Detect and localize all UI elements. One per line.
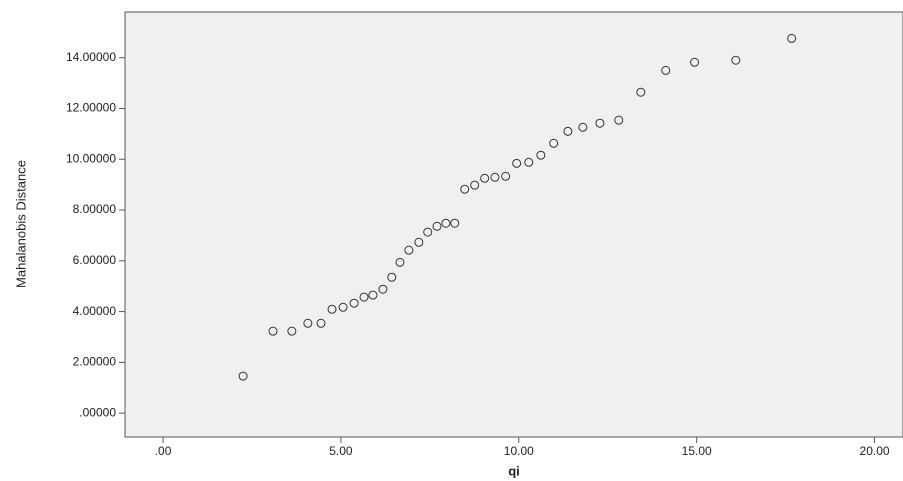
y-tick-label: 12.00000 [66,101,116,115]
x-axis-label: qi [508,463,520,478]
y-tick-label: 4.00000 [73,304,117,318]
y-tick-label: 2.00000 [73,355,117,369]
x-tick-label: 15.00 [682,444,712,458]
plot-area [125,12,903,437]
x-tick-label: 5.00 [329,444,353,458]
y-tick-label: 10.00000 [66,151,116,165]
y-tick-label: 14.00000 [66,50,116,64]
x-tick-label: 20.00 [860,444,890,458]
x-tick-label: 10.00 [504,444,534,458]
y-tick-label: 6.00000 [73,253,117,267]
y-tick-label: .00000 [79,405,116,419]
page: qi Mahalanobis Distance .00000 2.00000 4.0… [0,0,903,481]
chart: qi Mahalanobis Distance .00000 2.00000 4.0… [0,0,903,481]
x-tick-label: .00 [155,444,172,458]
y-tick-label: 8.00000 [73,202,117,216]
y-axis-label: Mahalanobis Distance [13,160,28,288]
